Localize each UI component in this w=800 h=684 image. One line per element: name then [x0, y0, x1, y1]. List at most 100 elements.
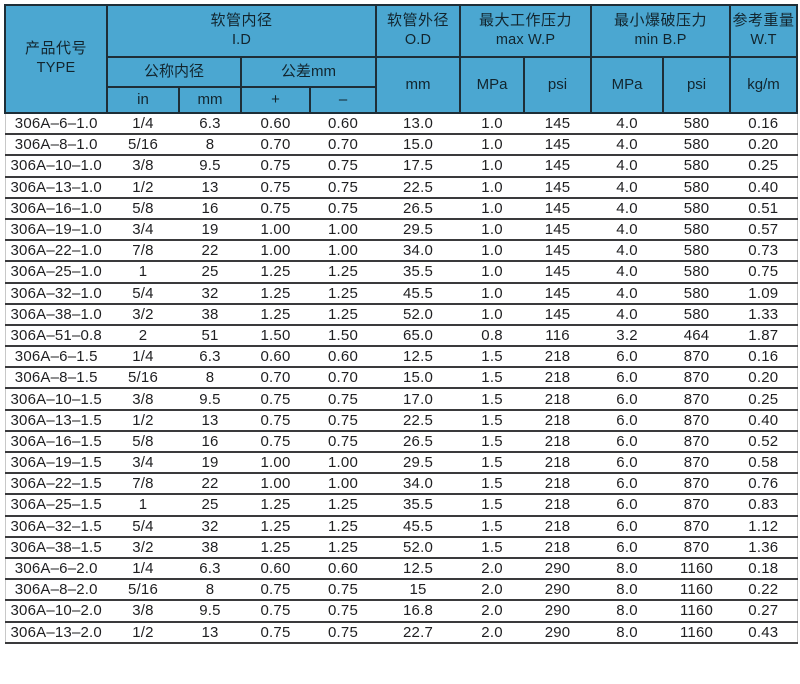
- id-in-cell: 1: [107, 260, 179, 283]
- wp-psi-cell: 145: [524, 133, 592, 156]
- id-mm-cell: 9.5: [179, 154, 241, 177]
- bp-mpa-cell: 4.0: [591, 302, 664, 325]
- bp-psi-cell: 464: [663, 323, 731, 347]
- wt-cell: 0.43: [730, 620, 798, 644]
- id-mm-cell: 8: [179, 578, 241, 601]
- header-bp-mpa: MPa: [590, 56, 665, 114]
- wp-mpa-cell: 2.0: [460, 556, 525, 580]
- id-in-cell: 3/2: [107, 535, 179, 558]
- bp-psi-cell: 1160: [663, 578, 731, 601]
- tol-minus-cell: 0.75: [310, 196, 377, 219]
- wp-mpa-cell: 1.5: [460, 366, 525, 389]
- type-cell: 306A–32–1.5: [4, 514, 107, 537]
- table-row: 306A–10–1.0 3/8 9.5 0.75 0.75 17.5 1.0 145 4.0 58…: [4, 154, 798, 177]
- wp-psi-cell: 218: [524, 493, 592, 516]
- id-mm-cell: 32: [179, 514, 241, 537]
- header-od-zh: 软管外径: [387, 12, 450, 30]
- type-cell: 306A–13–1.5: [4, 408, 107, 431]
- tol-plus-cell: 0.75: [241, 408, 310, 431]
- id-mm-cell: 6.3: [179, 556, 241, 580]
- tol-minus-cell: 0.70: [310, 133, 377, 156]
- id-in-cell: 5/16: [107, 366, 179, 389]
- bp-psi-cell: 870: [663, 345, 731, 368]
- bp-mpa-cell: 4.0: [591, 133, 664, 156]
- table-row: 306A–22–1.0 7/8 22 1.00 1.00 34.0 1.0 145 4.0 580…: [4, 239, 798, 262]
- table-row: 306A–6–2.0 1/4 6.3 0.60 0.60 12.5 2.0 290 8.0 116…: [4, 556, 798, 580]
- type-cell: 306A–38–1.5: [4, 535, 107, 558]
- type-cell: 306A–51–0.8: [4, 323, 107, 347]
- type-cell: 306A–13–1.0: [4, 175, 107, 198]
- tol-plus-cell: 0.70: [241, 366, 310, 389]
- wp-psi-cell: 218: [524, 345, 592, 368]
- id-in-cell: 5/16: [107, 578, 179, 601]
- table-row: 306A–19–1.0 3/4 19 1.00 1.00 29.5 1.0 145 4.0 580…: [4, 217, 798, 241]
- bp-mpa-cell: 6.0: [591, 535, 664, 558]
- wt-cell: 0.57: [730, 217, 798, 241]
- wp-mpa-cell: 1.5: [460, 535, 525, 558]
- id-mm-cell: 8: [179, 133, 241, 156]
- header-unit-in: in: [106, 86, 180, 114]
- header-wp-en: max W.P: [495, 32, 556, 49]
- id-in-cell: 1/2: [107, 175, 179, 198]
- bp-mpa-cell: 4.0: [591, 217, 664, 241]
- wp-mpa-cell: 1.0: [460, 239, 525, 262]
- od-mm-cell: 17.0: [376, 387, 461, 410]
- wp-mpa-cell: 1.5: [460, 450, 525, 474]
- od-mm-cell: 13.0: [376, 111, 461, 135]
- bp-psi-cell: 580: [663, 196, 731, 219]
- tol-minus-cell: 0.60: [310, 345, 377, 368]
- type-cell: 306A–22–1.0: [4, 239, 107, 262]
- type-cell: 306A–38–1.0: [4, 302, 107, 325]
- table-row: 306A–38–1.5 3/2 38 1.25 1.25 52.0 1.5 218 6.0 870…: [4, 535, 798, 558]
- table-row: 306A–6–1.5 1/4 6.3 0.60 0.60 12.5 1.5 218 6.0 870…: [4, 345, 798, 368]
- id-mm-cell: 9.5: [179, 387, 241, 410]
- tol-plus-cell: 1.25: [241, 514, 310, 537]
- id-mm-cell: 13: [179, 175, 241, 198]
- tol-minus-cell: 0.75: [310, 620, 377, 644]
- bp-psi-cell: 580: [663, 302, 731, 325]
- tol-minus-cell: 0.75: [310, 578, 377, 601]
- tol-plus-cell: 1.25: [241, 281, 310, 304]
- tol-plus-cell: 1.25: [241, 493, 310, 516]
- table-row: 306A–19–1.5 3/4 19 1.00 1.00 29.5 1.5 218 6.0 870…: [4, 450, 798, 474]
- wp-psi-cell: 145: [524, 154, 592, 177]
- table-row: 306A–32–1.5 5/4 32 1.25 1.25 45.5 1.5 218 6.0 870…: [4, 514, 798, 537]
- header-bp-en: min B.P: [634, 32, 687, 49]
- header-od-en: O.D: [404, 32, 432, 49]
- wt-cell: 1.87: [730, 323, 798, 347]
- id-mm-cell: 16: [179, 429, 241, 452]
- tol-plus-cell: 0.75: [241, 175, 310, 198]
- tol-plus-cell: 1.25: [241, 260, 310, 283]
- bp-mpa-cell: 6.0: [591, 345, 664, 368]
- bp-psi-cell: 870: [663, 366, 731, 389]
- wp-psi-cell: 145: [524, 217, 592, 241]
- wp-mpa-cell: 1.0: [460, 111, 525, 135]
- header-type-zh: 产品代号: [24, 40, 87, 58]
- table-row: 306A–16–1.5 5/8 16 0.75 0.75 26.5 1.5 218 6.0 870…: [4, 429, 798, 452]
- table-row: 306A–13–1.0 1/2 13 0.75 0.75 22.5 1.0 145 4.0 580…: [4, 175, 798, 198]
- header-tolerance: 公差mm: [239, 56, 378, 88]
- wp-psi-cell: 218: [524, 514, 592, 537]
- wt-cell: 0.16: [730, 345, 798, 368]
- wp-mpa-cell: 2.0: [460, 599, 525, 622]
- wt-cell: 0.20: [730, 133, 798, 156]
- tol-minus-cell: 1.25: [310, 260, 377, 283]
- od-mm-cell: 29.5: [376, 450, 461, 474]
- bp-mpa-cell: 8.0: [591, 578, 664, 601]
- id-in-cell: 5/4: [107, 281, 179, 304]
- header-wt-unit: kg/m: [729, 56, 799, 114]
- wp-psi-cell: 290: [524, 599, 592, 622]
- id-mm-cell: 19: [179, 217, 241, 241]
- id-in-cell: 1: [107, 493, 179, 516]
- id-mm-cell: 9.5: [179, 599, 241, 622]
- type-cell: 306A–8–1.0: [4, 133, 107, 156]
- bp-psi-cell: 1160: [663, 599, 731, 622]
- wt-cell: 0.83: [730, 493, 798, 516]
- table-row: 306A–10–1.5 3/8 9.5 0.75 0.75 17.0 1.5 218 6.0 87…: [4, 387, 798, 410]
- bp-mpa-cell: 8.0: [591, 599, 664, 622]
- type-cell: 306A–22–1.5: [4, 472, 107, 495]
- type-cell: 306A–25–1.5: [4, 493, 107, 516]
- id-mm-cell: 25: [179, 260, 241, 283]
- spec-table: 产品代号 TYPE 软管内径 I.D 软管外径 O.D 最大工作压力 max W…: [4, 4, 799, 644]
- wp-psi-cell: 116: [524, 323, 592, 347]
